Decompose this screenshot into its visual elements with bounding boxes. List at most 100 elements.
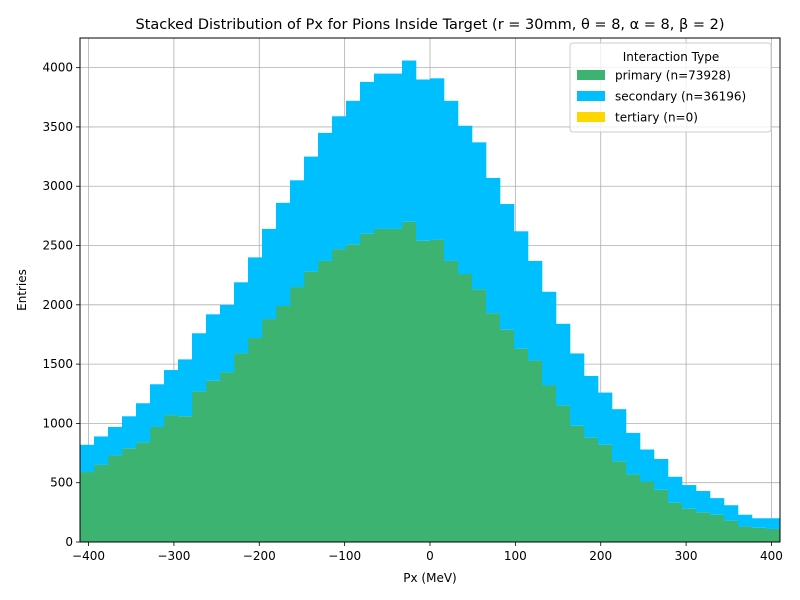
bar bbox=[584, 437, 599, 542]
bar bbox=[486, 177, 501, 314]
bar bbox=[668, 476, 683, 503]
bar bbox=[500, 329, 515, 542]
bar bbox=[752, 518, 767, 528]
bar bbox=[528, 260, 543, 361]
bar bbox=[360, 81, 375, 234]
bar bbox=[738, 514, 753, 527]
x-axis-ticks: −400 −300 −200 −100 0 100 200 300 400 bbox=[72, 542, 783, 563]
x-tick-label: 400 bbox=[760, 549, 783, 563]
y-tick-label: 500 bbox=[50, 476, 73, 490]
bar bbox=[612, 461, 627, 542]
y-tick-label: 0 bbox=[65, 535, 73, 549]
series-2-bars bbox=[80, 60, 781, 529]
y-tick-label: 1000 bbox=[42, 416, 73, 430]
bar bbox=[164, 415, 179, 542]
bar bbox=[178, 359, 193, 417]
bar bbox=[290, 180, 305, 288]
bar bbox=[94, 436, 109, 465]
bar bbox=[164, 370, 179, 416]
bar bbox=[682, 485, 697, 509]
x-tick-label: 0 bbox=[426, 549, 434, 563]
x-tick-label: 100 bbox=[504, 549, 527, 563]
bar bbox=[262, 228, 277, 320]
bar bbox=[360, 233, 375, 542]
bars bbox=[80, 60, 781, 543]
bar bbox=[724, 520, 739, 542]
bar bbox=[738, 526, 753, 542]
bar bbox=[402, 221, 417, 542]
bar bbox=[374, 228, 389, 542]
bar bbox=[374, 73, 389, 229]
bar bbox=[766, 518, 781, 529]
legend-swatch bbox=[577, 70, 605, 80]
x-tick-label: −400 bbox=[72, 549, 105, 563]
bar bbox=[178, 416, 193, 542]
x-tick-label: −300 bbox=[157, 549, 190, 563]
bar bbox=[150, 384, 165, 427]
bar bbox=[752, 527, 767, 542]
bar bbox=[276, 202, 291, 307]
bar bbox=[304, 271, 319, 542]
y-axis-ticks: 0 500 1000 1500 2000 2500 3000 3500 4000 bbox=[42, 61, 80, 549]
chart-title: Stacked Distribution of Px for Pions Ins… bbox=[135, 17, 724, 33]
bar bbox=[514, 348, 529, 542]
bar bbox=[248, 338, 263, 542]
bar bbox=[220, 304, 235, 373]
bar bbox=[248, 257, 263, 339]
bar bbox=[192, 333, 207, 392]
bar bbox=[416, 79, 431, 241]
bar bbox=[234, 353, 249, 542]
bar bbox=[696, 491, 711, 513]
bar bbox=[472, 142, 487, 290]
bar bbox=[318, 260, 333, 542]
bar bbox=[332, 116, 347, 250]
bar bbox=[654, 458, 669, 490]
bar bbox=[542, 385, 557, 542]
bar bbox=[80, 472, 95, 542]
legend-entry-label: secondary (n=36196) bbox=[615, 90, 746, 104]
bar bbox=[206, 314, 221, 381]
y-tick-label: 2000 bbox=[42, 298, 73, 312]
bar bbox=[318, 132, 333, 261]
legend-swatch bbox=[577, 91, 605, 101]
bar bbox=[304, 156, 319, 272]
bar bbox=[388, 228, 403, 542]
bar bbox=[710, 514, 725, 542]
legend: Interaction Type primary (n=73928) second… bbox=[569, 42, 772, 133]
bar bbox=[122, 448, 137, 542]
bar bbox=[346, 100, 361, 245]
x-tick-label: −100 bbox=[328, 549, 361, 563]
bar bbox=[458, 125, 473, 274]
bar bbox=[514, 231, 529, 349]
legend-frame bbox=[569, 42, 772, 133]
bar bbox=[598, 444, 613, 542]
bar bbox=[150, 426, 165, 542]
bar bbox=[346, 244, 361, 542]
bar bbox=[458, 273, 473, 542]
bar bbox=[724, 505, 739, 521]
bar bbox=[416, 240, 431, 542]
bar bbox=[80, 444, 95, 473]
legend-title: Interaction Type bbox=[623, 50, 719, 64]
bar bbox=[584, 375, 599, 438]
bar bbox=[262, 319, 277, 542]
bar bbox=[626, 432, 641, 475]
legend-swatch bbox=[577, 112, 605, 122]
bar bbox=[402, 60, 417, 222]
x-tick-label: 200 bbox=[589, 549, 612, 563]
bar bbox=[430, 239, 445, 542]
x-tick-label: 300 bbox=[675, 549, 698, 563]
bar bbox=[570, 353, 585, 426]
bar bbox=[556, 405, 571, 542]
bar bbox=[276, 306, 291, 542]
legend-entry-label: tertiary (n=0) bbox=[615, 111, 698, 125]
bar bbox=[192, 391, 207, 542]
y-tick-label: 4000 bbox=[42, 61, 73, 75]
bar bbox=[668, 502, 683, 542]
bar bbox=[682, 508, 697, 542]
bar bbox=[220, 372, 235, 542]
bar bbox=[108, 426, 123, 456]
bar bbox=[598, 392, 613, 445]
bar bbox=[528, 360, 543, 542]
bar bbox=[430, 78, 445, 240]
